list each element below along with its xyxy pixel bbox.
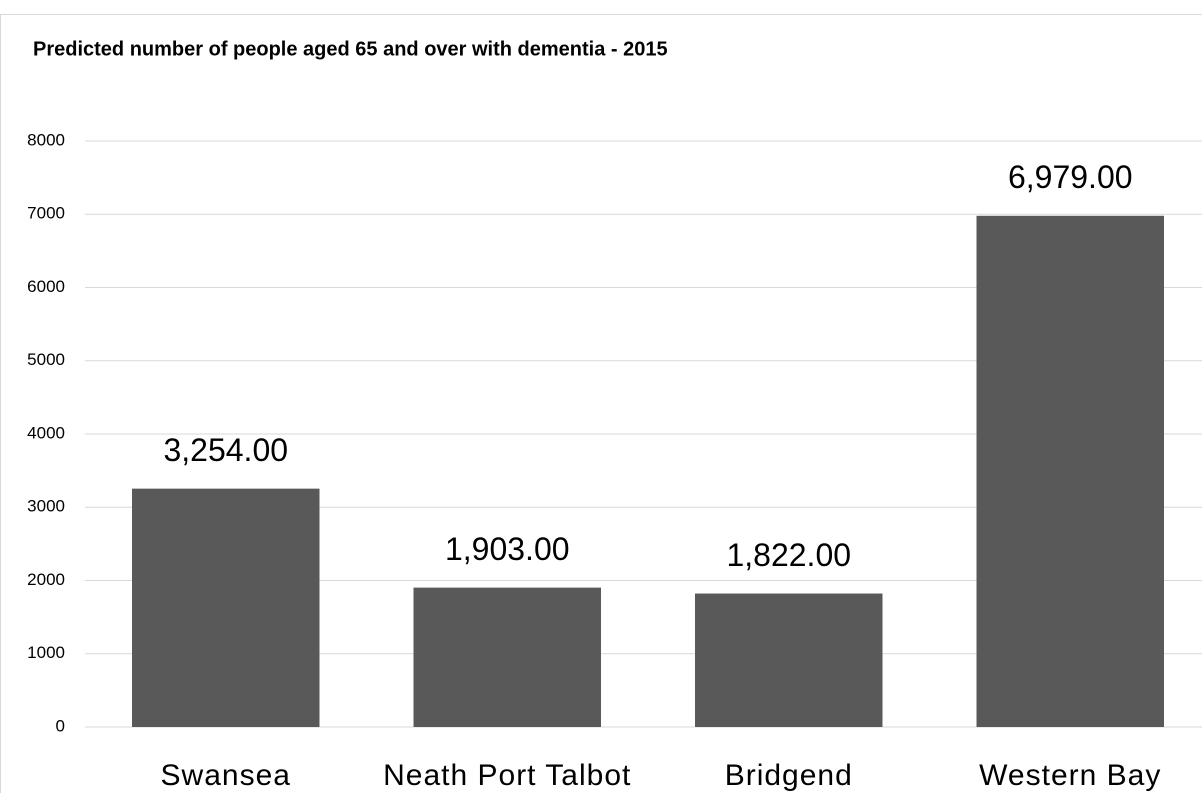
bar [695,593,883,727]
bar [976,215,1164,727]
y-tick-label: 6000 [27,277,65,296]
data-label: 3,254.00 [163,432,288,468]
y-tick-label: 2000 [27,570,65,589]
y-tick-label: 5000 [27,350,65,369]
data-label: 1,822.00 [726,537,851,573]
y-tick-label: 8000 [27,130,65,149]
data-label: 6,979.00 [1008,159,1133,195]
x-tick-label: Bridgend [725,759,853,792]
x-tick-label: Western Bay [979,759,1161,792]
y-tick-label: 3000 [27,497,65,516]
bar [132,488,320,727]
y-tick-label: 7000 [27,204,65,223]
x-tick-label: Neath Port Talbot [383,759,631,792]
chart-title: Predicted number of people aged 65 and o… [33,38,668,60]
bar [413,587,601,727]
x-tick-label: Swansea [161,759,291,792]
y-tick-label: 0 [56,716,65,735]
data-label: 1,903.00 [445,531,570,567]
y-tick-label: 4000 [27,423,65,442]
y-tick-label: 1000 [27,643,65,662]
